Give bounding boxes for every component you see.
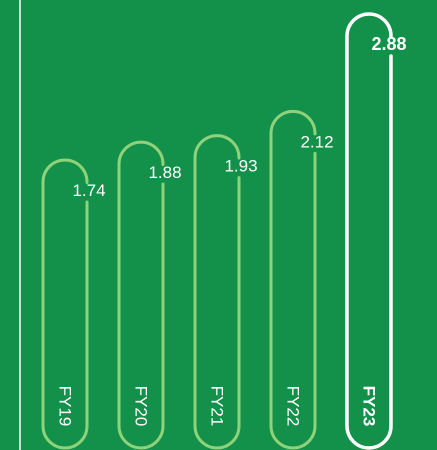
category-label-fy20: FY20 <box>132 386 151 427</box>
bar-fy21 <box>193 134 241 450</box>
value-label-fy19: 1.74 <box>72 181 105 200</box>
bar-fy23 <box>345 12 393 450</box>
bar-fy22 <box>269 109 317 450</box>
bar-fy20 <box>117 140 165 450</box>
value-label-fy21: 1.93 <box>224 157 257 176</box>
value-label-fy23: 2.88 <box>371 34 406 54</box>
category-label-fy22: FY22 <box>284 386 303 427</box>
value-label-fy22: 2.12 <box>300 132 333 151</box>
category-label-fy19: FY19 <box>56 386 75 427</box>
category-label-fy23: FY23 <box>360 386 379 427</box>
category-label-fy21: FY21 <box>208 386 227 427</box>
bars-group: 1.74 FY19 1.88 FY20 1.93 FY21 2.12 FY22 2.88 FY23 <box>41 12 407 450</box>
bar-fy19 <box>41 158 89 450</box>
value-label-fy20: 1.88 <box>148 163 181 182</box>
